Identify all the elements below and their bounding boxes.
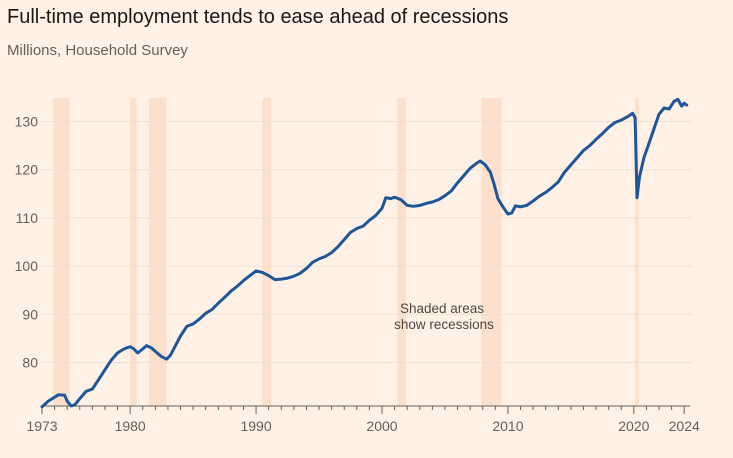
annotation-line-1: Shaded areas (400, 301, 484, 316)
chart-subtitle: Millions, Household Survey (7, 42, 188, 59)
y-tick-label: 80 (22, 355, 38, 371)
recession-band (149, 98, 167, 406)
x-tick-label: 1980 (115, 418, 146, 434)
annotation-line-2: show recessions (394, 317, 494, 332)
x-tick-label: 2020 (618, 418, 649, 434)
y-tick-label: 110 (16, 210, 39, 226)
gridlines (42, 121, 692, 363)
x-tick-label: 1990 (240, 418, 271, 434)
x-tick-label: 1973 (26, 418, 57, 434)
x-tick-label: 2024 (669, 418, 700, 434)
x-tick-label: 2000 (366, 418, 397, 434)
recession-band (481, 98, 502, 406)
series-line-full-time-employment (40, 97, 689, 409)
x-tick-label: 2010 (492, 418, 523, 434)
y-tick-label: 120 (15, 162, 39, 178)
recession-band (130, 98, 137, 406)
recession-bands (53, 98, 639, 406)
recession-band (53, 98, 70, 406)
x-axis: 1973 1980 1990 2000 2010 2020 2024 (26, 405, 700, 434)
recession-band (262, 98, 272, 406)
chart-title: Full-time employment tends to ease ahead… (7, 6, 509, 28)
y-axis-labels: 80 90 100 110 120 130 (15, 114, 39, 371)
series-group (40, 97, 689, 409)
y-tick-label: 130 (15, 114, 39, 130)
recession-band (397, 98, 406, 406)
y-tick-label: 90 (22, 306, 38, 322)
recession-band (635, 98, 639, 406)
y-tick-label: 100 (15, 258, 39, 274)
